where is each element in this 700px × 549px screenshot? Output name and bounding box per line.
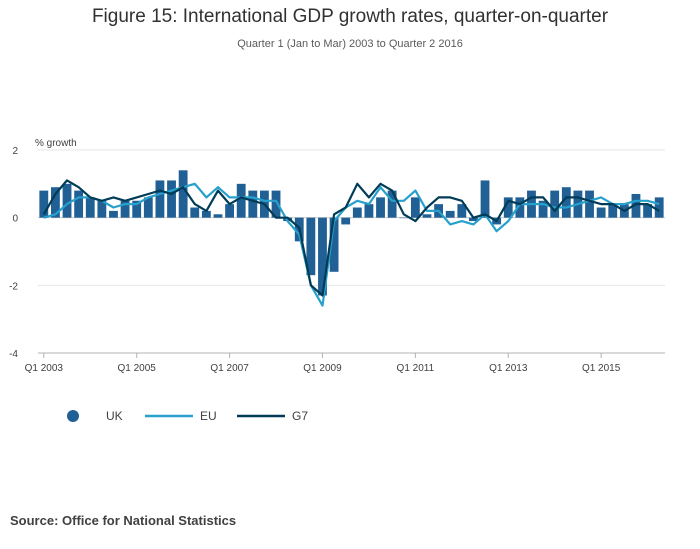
uk-legend-label: UK: [106, 409, 123, 423]
uk-bar: [480, 180, 490, 218]
uk-bars: [39, 170, 664, 296]
uk-bar: [120, 200, 130, 218]
uk-bar: [643, 204, 652, 218]
uk-bar: [538, 200, 548, 218]
uk-bar: [515, 197, 525, 218]
uk-bar: [236, 183, 246, 218]
x-tick-label: Q1 2013: [489, 363, 528, 374]
uk-bar: [201, 210, 211, 218]
uk-bar: [74, 190, 84, 218]
uk-bar: [608, 204, 618, 218]
uk-bar: [596, 207, 606, 218]
uk-bar: [364, 204, 374, 218]
uk-bar: [306, 217, 316, 276]
uk-bar: [352, 207, 362, 218]
uk-bar: [503, 197, 513, 218]
uk-bar: [167, 180, 176, 218]
x-tick-label: Q1 2009: [303, 363, 342, 374]
uk-bar: [399, 217, 409, 219]
series-lines: [42, 179, 660, 307]
y-tick-label: 2: [12, 146, 18, 157]
x-tick-label: Q1 2015: [582, 363, 621, 374]
uk-bar: [97, 200, 107, 218]
y-tick-label: 0: [12, 214, 18, 225]
x-tick-label: Q1 2011: [397, 363, 435, 374]
uk-bar: [457, 204, 467, 218]
uk-bar: [654, 197, 664, 218]
uk-bar: [155, 180, 165, 218]
uk-bar: [132, 200, 142, 218]
axes: 2 0 -2 -4 Q1 2003 Q1 2005 Q1 2007 Q1 2009 Q1 201…: [9, 146, 665, 374]
source-note: Source: Office for National Statistics: [10, 513, 237, 528]
uk-bar: [85, 197, 95, 218]
uk-bar: [561, 187, 571, 218]
x-tick-label: Q1 2007: [210, 363, 249, 374]
uk-bar: [469, 217, 478, 222]
uk-bar: [329, 217, 339, 272]
uk-bar: [62, 183, 72, 218]
uk-bar: [387, 190, 397, 218]
grid-lines: [38, 149, 665, 354]
uk-bar: [248, 190, 258, 218]
uk-bar: [51, 187, 60, 218]
uk-bar: [585, 190, 594, 218]
uk-bar: [190, 207, 200, 218]
uk-bar: [445, 210, 455, 218]
uk-bar: [631, 193, 641, 218]
uk-bar: [143, 197, 153, 218]
uk-bar: [178, 170, 188, 218]
y-tick-label: -4: [9, 349, 18, 360]
y-tick-label: -2: [9, 281, 18, 292]
eu-legend-label: EU: [200, 409, 217, 423]
x-tick-label: Q1 2003: [25, 363, 64, 374]
uk-bar: [318, 217, 327, 296]
legend: UK EU G7: [67, 409, 308, 423]
x-tick-label: Q1 2005: [118, 363, 157, 374]
uk-bar: [271, 190, 281, 218]
uk-bar: [39, 190, 49, 218]
chart-subtitle: Quarter 1 (Jan to Mar) 2003 to Quarter 2…: [237, 38, 463, 50]
chart-title: Figure 15: International GDP growth rate…: [91, 6, 609, 27]
uk-bar: [109, 210, 118, 218]
uk-bar: [550, 190, 560, 218]
uk-bar: [376, 197, 385, 218]
uk-legend-marker: [67, 410, 79, 422]
g7-line: [42, 179, 660, 297]
y-axis-label: % growth: [35, 138, 77, 149]
g7-legend-label: G7: [292, 409, 308, 423]
uk-bar: [213, 214, 223, 218]
uk-bar: [410, 197, 420, 218]
uk-bar: [341, 217, 351, 225]
uk-bar: [422, 214, 432, 218]
uk-bar: [225, 204, 234, 218]
